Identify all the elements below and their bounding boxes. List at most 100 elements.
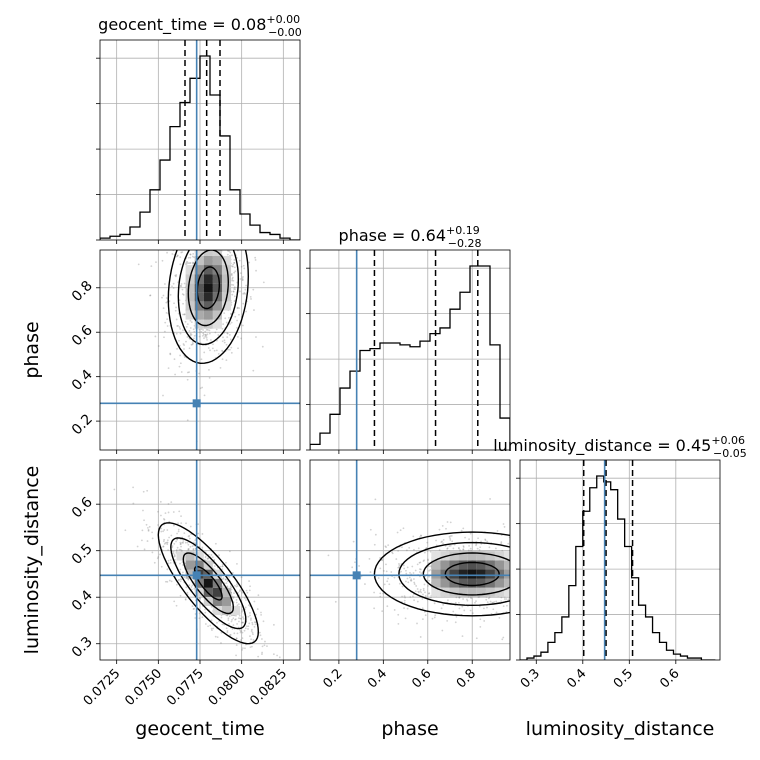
sample-point — [241, 621, 244, 624]
sample-point — [166, 325, 169, 327]
sample-point — [557, 579, 559, 581]
sample-point — [248, 580, 251, 582]
sample-point — [224, 196, 226, 198]
sample-point — [468, 538, 470, 540]
sample-point — [416, 563, 419, 566]
sample-point — [242, 302, 245, 305]
sample-point — [222, 323, 225, 326]
sample-point — [249, 635, 251, 638]
sample-point — [247, 615, 250, 618]
sample-point — [385, 570, 388, 573]
sample-point — [232, 597, 235, 599]
sample-point — [461, 605, 464, 608]
sample-point — [213, 226, 215, 228]
sample-point — [217, 334, 220, 336]
density-cell — [194, 255, 204, 266]
sample-point — [185, 262, 188, 265]
sample-point — [541, 589, 543, 591]
density-cell — [221, 255, 232, 266]
sample-point — [272, 653, 275, 656]
sample-point — [495, 600, 498, 603]
density-cell — [440, 578, 450, 588]
sample-point — [244, 288, 247, 291]
sample-point — [206, 557, 209, 560]
sample-point — [230, 247, 232, 249]
density-cell — [203, 274, 213, 284]
sample-point — [538, 562, 540, 564]
sample-point — [166, 541, 169, 544]
sample-point — [170, 580, 173, 583]
sample-point — [249, 662, 251, 664]
sample-point — [174, 373, 176, 376]
sample-point — [198, 331, 201, 334]
sample-point — [534, 599, 536, 601]
sample-point — [221, 350, 224, 353]
sample-point — [231, 279, 234, 282]
sample-point — [496, 530, 499, 532]
sample-point — [187, 535, 190, 538]
sample-point — [273, 665, 275, 667]
sample-point — [178, 510, 181, 513]
sample-point — [176, 546, 179, 549]
sample-point — [182, 302, 184, 305]
sample-point — [514, 577, 516, 579]
sample-point — [221, 349, 223, 352]
sample-point — [454, 621, 457, 624]
x-axis-label-geocent_time: geocent_time — [135, 718, 264, 740]
sample-point — [382, 570, 385, 572]
sample-point — [221, 340, 224, 343]
sample-point — [206, 333, 209, 336]
sample-point — [257, 655, 260, 658]
sample-point — [172, 511, 175, 513]
density-cell — [203, 250, 213, 256]
sample-point — [191, 255, 194, 258]
sample-point — [176, 254, 179, 257]
sample-point — [176, 347, 178, 350]
density-cell — [467, 560, 477, 570]
density-cell — [194, 578, 204, 588]
sample-point — [221, 578, 224, 581]
sample-point — [241, 631, 244, 634]
sample-point — [403, 567, 406, 570]
sample-point — [168, 520, 171, 523]
sample-point — [513, 585, 515, 587]
sample-point — [199, 597, 201, 600]
sample-point — [157, 345, 160, 347]
sample-point — [179, 543, 182, 546]
sample-point — [230, 254, 233, 257]
sample-point — [188, 330, 191, 332]
sample-point — [180, 522, 183, 525]
sample-point — [589, 571, 591, 573]
density-cell — [476, 569, 486, 579]
sample-point — [512, 556, 514, 558]
density-cell — [476, 560, 486, 570]
sample-point — [171, 285, 173, 288]
sample-point — [207, 557, 210, 560]
sample-point — [183, 356, 186, 359]
x-tick-label: 0.0725 — [81, 666, 124, 709]
sample-point — [541, 576, 543, 578]
sample-point — [524, 577, 526, 579]
sample-point — [239, 290, 241, 293]
sample-point — [512, 570, 514, 572]
sample-point — [412, 535, 415, 538]
sample-point — [176, 242, 178, 244]
sample-point — [429, 550, 432, 553]
sample-point — [236, 562, 238, 565]
density-cell — [221, 301, 232, 311]
sample-point — [540, 571, 542, 573]
sample-point — [236, 604, 239, 607]
sample-point — [212, 248, 214, 250]
sample-point — [513, 580, 515, 582]
sample-point — [204, 611, 207, 614]
sample-point — [547, 588, 549, 590]
sample-point — [486, 540, 489, 543]
sample-point — [241, 279, 244, 281]
sample-point — [191, 226, 193, 228]
sample-point — [237, 223, 239, 225]
sample-point — [216, 339, 218, 342]
sample-point — [404, 617, 407, 620]
sample-point — [426, 541, 429, 544]
sample-point — [235, 599, 238, 601]
